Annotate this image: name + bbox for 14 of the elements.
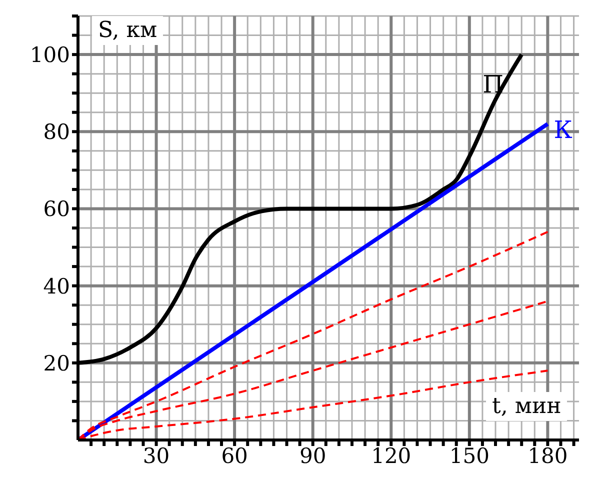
y-tick-label: 60 <box>43 197 70 222</box>
x-axis-title: t, мин <box>486 392 568 421</box>
x-tick-label: 60 <box>221 444 248 468</box>
series-label: К <box>554 116 573 144</box>
x-tick-label: 180 <box>528 444 568 468</box>
y-tick-label: 40 <box>43 274 70 298</box>
y-tick-label: 100 <box>30 43 70 67</box>
y-tick-label: 20 <box>43 351 70 376</box>
y-tick-label: 80 <box>43 120 70 144</box>
y-axis-title: S, км <box>92 16 164 45</box>
x-tick-label: 30 <box>142 444 170 468</box>
x-tick-label: 120 <box>371 444 412 468</box>
x-tick-label: 90 <box>299 444 326 468</box>
x-tick-label: 150 <box>449 444 490 468</box>
